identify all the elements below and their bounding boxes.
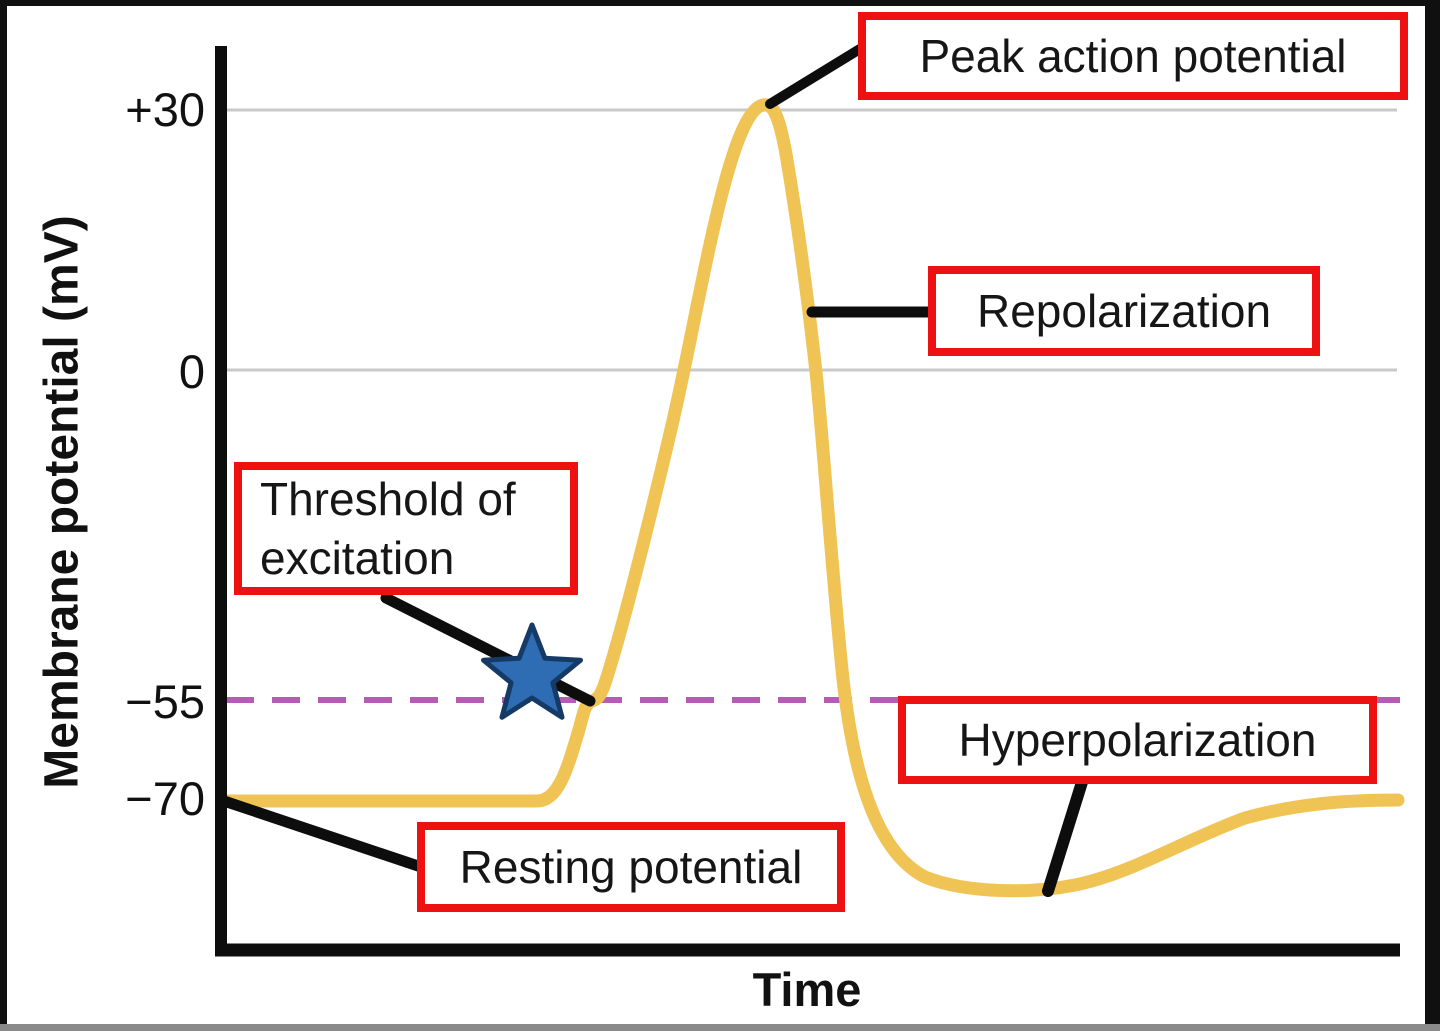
y-tick-plus-30: +30 — [125, 83, 205, 136]
resting-potential-label: Resting potential — [417, 822, 845, 912]
y-tick-minus-55: −55 — [125, 675, 205, 728]
figure-border-bottom — [0, 1024, 1440, 1031]
y-tick-minus-70: −70 — [125, 772, 205, 825]
hyperpolarization-leader-line — [1042, 773, 1089, 897]
x-axis-title: Time — [752, 963, 862, 1016]
figure-border-right — [1425, 0, 1440, 1031]
threshold-label-line-1: Threshold of — [260, 472, 516, 525]
resting-leader-line — [218, 795, 442, 878]
figure-border-top — [0, 0, 1440, 6]
figure-border-left — [0, 0, 7, 1031]
threshold-star-icon — [481, 622, 583, 720]
y-tick-zero: 0 — [178, 345, 205, 398]
repolarization-label: Repolarization — [928, 266, 1320, 356]
hyperpolarization-label: Hyperpolarization — [898, 696, 1377, 784]
threshold-leader-line — [380, 592, 596, 707]
membrane-potential-curve — [217, 98, 1405, 898]
peak-action-potential-label: Peak action potential — [858, 12, 1408, 100]
y-axis-title: Membrane potential (mV) — [35, 215, 89, 789]
peak-leader-line — [765, 39, 873, 109]
threshold-of-excitation-label: Threshold of excitation — [234, 462, 578, 595]
threshold-label-line-2: excitation — [260, 531, 455, 584]
